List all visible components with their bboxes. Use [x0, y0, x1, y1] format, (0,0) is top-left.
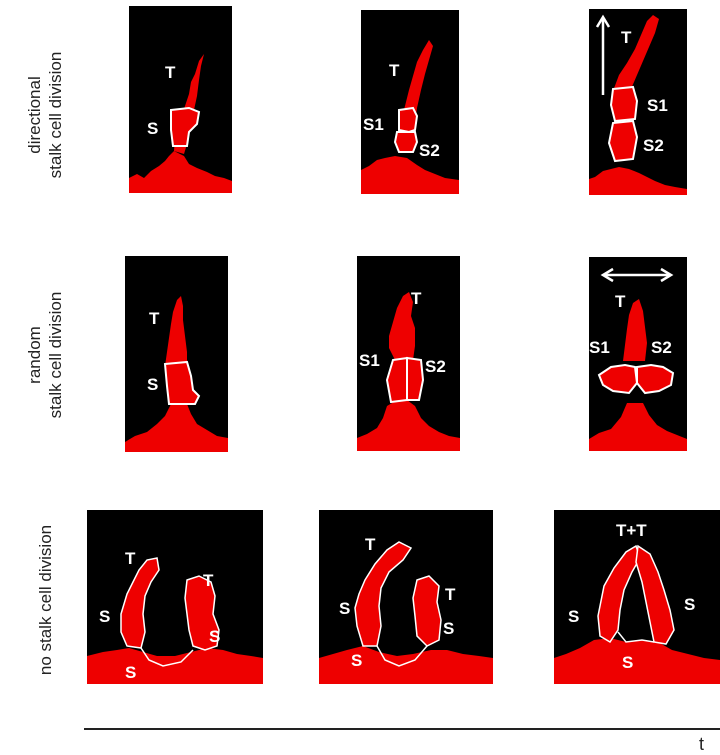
row-label-line: stalk cell division	[46, 51, 65, 179]
stalk-cell-outline	[163, 360, 201, 405]
tissue-base	[87, 648, 263, 684]
sprout	[389, 292, 415, 360]
cell-label: T	[365, 535, 376, 554]
cell-label: S	[443, 619, 454, 638]
tissue-base	[357, 400, 460, 451]
panel-random-1: T S	[125, 256, 228, 452]
panel-none-3: T+T S S S	[554, 510, 720, 684]
tissue-base	[554, 638, 720, 684]
cell-label: T	[621, 28, 632, 47]
sprout	[613, 15, 659, 91]
tissue-base	[589, 403, 687, 451]
panel-directional-1: T S	[129, 6, 232, 193]
arrow-head-icon	[595, 14, 611, 28]
stalk-loop-outline	[617, 631, 655, 643]
cell-label: S2	[425, 357, 446, 376]
cell-label: S1	[363, 115, 384, 134]
row-label-line: no stalk cell division	[35, 524, 55, 676]
stalk-cell-outline	[398, 106, 419, 134]
stalk-cell-outline	[393, 131, 419, 153]
arrow-head-icon	[660, 267, 674, 283]
panel-random-3: T S1 S2	[589, 257, 687, 451]
cell-label: S	[622, 653, 633, 672]
cell-label: S	[684, 595, 695, 614]
sprout-left	[120, 557, 160, 649]
cell-label: T+T	[616, 521, 647, 540]
row-label-random: random stalk cell division	[20, 255, 70, 455]
tissue-base	[589, 167, 687, 195]
cell-label: S	[568, 607, 579, 626]
stalk-cell-outline	[607, 119, 639, 163]
sprout-right	[184, 575, 220, 651]
stalk-cell-outline	[406, 356, 425, 401]
stalk-cell-outline	[170, 106, 201, 147]
cell-label: S2	[651, 338, 672, 357]
cell-label: S1	[359, 351, 380, 370]
cell-label: T	[445, 585, 456, 604]
stalk-loop-outline	[376, 645, 428, 667]
time-axis	[84, 728, 720, 730]
sprout	[401, 40, 433, 122]
sprout-left	[354, 541, 413, 647]
tissue-base	[129, 151, 232, 193]
cell-label: S	[351, 651, 362, 670]
cell-label: T	[165, 63, 176, 82]
stalk-cell-outline	[385, 356, 408, 404]
row-label-line: stalk cell division	[46, 291, 65, 419]
stalk-cell-outline	[636, 363, 675, 395]
cell-label: S	[125, 663, 136, 682]
sprout	[165, 296, 187, 366]
sprout-left	[597, 544, 641, 644]
cell-label: S1	[647, 96, 668, 115]
panel-none-2: T T S S S	[319, 510, 493, 684]
cell-label: T	[203, 571, 214, 590]
cell-label: T	[411, 289, 422, 308]
cell-label: S	[147, 375, 158, 394]
row-label-line: directional	[25, 76, 44, 154]
tissue-base	[125, 404, 228, 452]
cell-label: S2	[419, 141, 440, 160]
cell-label: T	[149, 309, 160, 328]
cell-label: S	[147, 119, 158, 138]
cell-label: T	[389, 61, 400, 80]
cell-label: S	[209, 627, 220, 646]
time-axis-label: t	[699, 734, 705, 754]
panel-random-2: T S1 S2	[357, 256, 460, 451]
cell-label: T	[615, 292, 626, 311]
cell-label: S	[339, 599, 350, 618]
tissue-base	[319, 646, 493, 684]
sprout	[623, 299, 647, 361]
row-label-line: random	[25, 326, 44, 384]
panel-directional-2: T S1 S2	[361, 10, 459, 194]
sprout-right	[635, 544, 675, 645]
stalk-loop-outline	[140, 647, 194, 667]
cell-label: S1	[589, 338, 610, 357]
row-label-directional: directional stalk cell division	[20, 15, 70, 215]
cell-label: S2	[643, 136, 664, 155]
stalk-cell-outline	[597, 363, 639, 395]
sprout-right	[412, 575, 442, 647]
stalk-cell-outline	[609, 85, 639, 123]
cell-label: S	[99, 607, 110, 626]
row-label-no-division: no stalk cell division	[30, 500, 60, 700]
panel-none-1: T T S S S	[87, 510, 263, 684]
cell-label: T	[125, 549, 136, 568]
arrow-head-icon	[600, 267, 614, 283]
tissue-base	[361, 156, 459, 194]
panel-directional-3: T S1 S2	[589, 9, 687, 195]
